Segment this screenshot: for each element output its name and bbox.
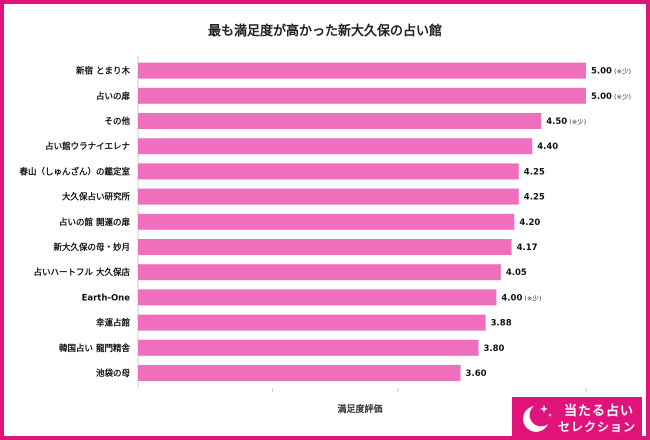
category-label: 池袋の母 (96, 368, 131, 379)
x-axis-label: 満足度評価 (337, 405, 383, 415)
value-annotation: (※少) (614, 68, 631, 76)
brand-logo: 当たる占い セレクション (512, 397, 642, 437)
value-label: 4.25 (524, 193, 545, 203)
brand-line1: 当たる占い (564, 404, 635, 419)
category-label: その他 (104, 116, 130, 127)
value-label: 4.40 (537, 142, 558, 152)
bar (138, 213, 515, 230)
category-label: 春山（しゅんざん）の鑑定室 (18, 166, 130, 177)
bar (138, 239, 512, 255)
value-label: 3.60 (466, 369, 487, 379)
crescent-moon-icon (523, 405, 552, 432)
bar (138, 163, 519, 180)
bar (138, 339, 479, 356)
bar (138, 289, 497, 306)
value-label: 4.20 (519, 218, 540, 228)
value-label: 4.00 (501, 293, 522, 303)
category-label: 占い館ウラナイエレナ (45, 141, 130, 152)
bar (138, 87, 586, 104)
category-label: 新大久保の母・妙月 (53, 242, 130, 253)
bar (138, 314, 486, 331)
category-label: 占いの扉 (96, 91, 131, 102)
category-label: 韓国占い 龍門精舎 (59, 343, 130, 354)
category-label: 新宿 とまり木 (76, 66, 130, 77)
chart-title: 最も満足度が高かった新大久保の占い館 (207, 24, 442, 39)
value-annotation: (※少) (524, 294, 541, 302)
value-label: 4.17 (517, 243, 538, 253)
value-label: 5.00 (591, 67, 612, 77)
category-label: 占いハートフル 大久保店 (34, 267, 131, 278)
bar (138, 264, 501, 281)
category-label: 占いの館 開運の扉 (59, 217, 130, 228)
value-annotation: (※少) (614, 93, 631, 101)
bar (138, 365, 461, 381)
category-label: 大久保占い研究所 (62, 192, 131, 203)
category-label: 幸運占館 (96, 318, 131, 329)
value-label: 4.05 (506, 268, 527, 278)
bar (138, 138, 533, 155)
bar (138, 188, 519, 205)
brand-line2: セレクション (558, 420, 637, 434)
value-label: 3.88 (491, 319, 512, 329)
value-annotation: (※少) (569, 118, 586, 126)
value-label: 4.50 (546, 117, 567, 127)
value-label: 3.80 (483, 344, 504, 354)
category-label: Earth-One (82, 293, 131, 303)
bar (138, 62, 586, 79)
value-label: 5.00 (591, 92, 612, 102)
value-label: 4.25 (524, 167, 545, 177)
bar (138, 113, 542, 129)
